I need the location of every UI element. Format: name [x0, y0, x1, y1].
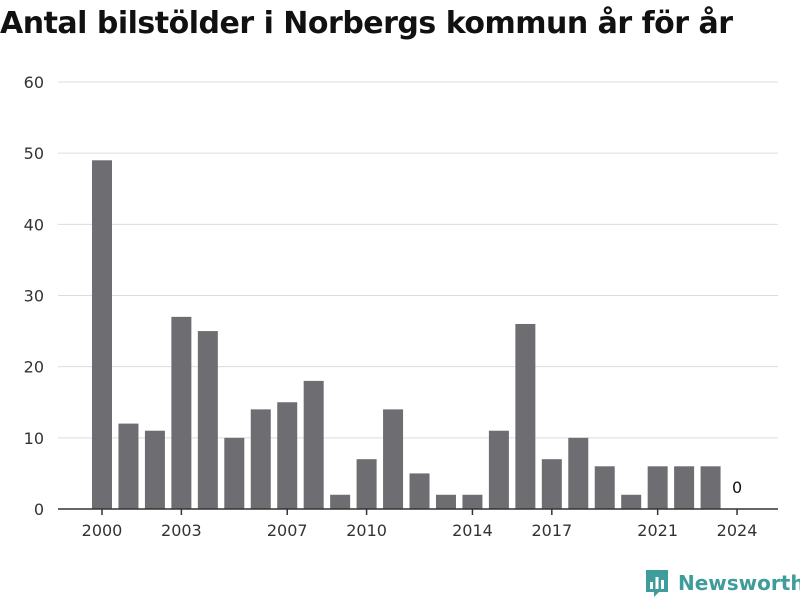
- bar-2016: [515, 323, 536, 509]
- gridlines: [58, 81, 778, 439]
- chart-title: Antal bilstölder i Norbergs kommun år fö…: [0, 6, 733, 41]
- data-label-2024: 0: [732, 478, 742, 497]
- newsworthy-logo: Newsworthy: [644, 568, 800, 598]
- brand-name: Newsworthy: [678, 571, 800, 595]
- x-axis-ticks: 2000 2003 2007 2010 2014 2017 2021 2024: [82, 509, 758, 540]
- bar-2020: [621, 494, 642, 509]
- bar-2007: [277, 402, 298, 509]
- y-tick-label: 60: [24, 73, 44, 92]
- bar-2009: [330, 494, 351, 509]
- bars: [92, 160, 721, 510]
- bar-2023: [700, 466, 721, 509]
- x-tick-label: 2014: [452, 521, 493, 540]
- x-tick-label: 2003: [161, 521, 202, 540]
- y-tick-label: 0: [34, 500, 44, 519]
- bar-2004: [197, 331, 218, 509]
- x-tick-label: 2024: [717, 521, 758, 540]
- x-tick-label: 2021: [637, 521, 678, 540]
- bar-2002: [144, 430, 165, 509]
- bar-2014: [462, 494, 483, 509]
- y-tick-label: 20: [24, 358, 44, 377]
- bar-2006: [250, 409, 271, 509]
- bar-chart-speech-bubble-icon: [646, 570, 668, 597]
- bar-2012: [409, 473, 430, 509]
- x-tick-label: 2010: [346, 521, 387, 540]
- bar-2021: [647, 466, 668, 509]
- data-labels: 0: [732, 478, 742, 497]
- bar-2001: [118, 423, 139, 509]
- bar-2015: [488, 430, 509, 509]
- bar-2008: [303, 380, 324, 509]
- bar-2018: [568, 437, 589, 509]
- bar-2011: [383, 409, 404, 509]
- bar-2003: [171, 316, 192, 509]
- y-tick-label: 40: [24, 215, 44, 234]
- bar-2017: [541, 459, 562, 509]
- y-axis-tick-labels: 0 10 20 30 40 50 60: [24, 73, 44, 519]
- y-tick-label: 10: [24, 429, 44, 448]
- y-tick-label: 50: [24, 144, 44, 163]
- bar-2022: [674, 466, 695, 509]
- bar-2000: [92, 160, 112, 510]
- x-tick-label: 2000: [82, 521, 123, 540]
- bar-2013: [435, 494, 456, 509]
- bar-2010: [356, 459, 377, 509]
- y-tick-label: 30: [24, 287, 44, 306]
- x-tick-label: 2007: [267, 521, 308, 540]
- x-tick-label: 2017: [531, 521, 572, 540]
- bar-2005: [224, 437, 245, 509]
- bar-2019: [594, 466, 615, 509]
